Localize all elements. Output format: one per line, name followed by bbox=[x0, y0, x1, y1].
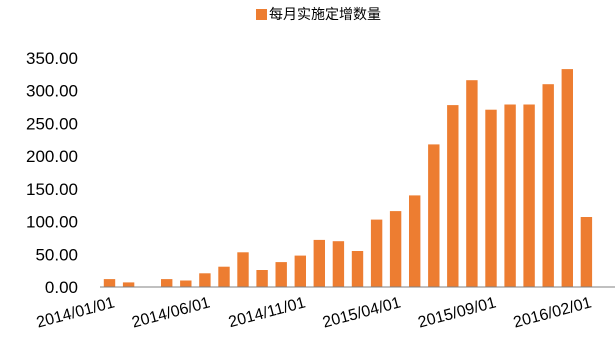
bar bbox=[332, 241, 345, 287]
bar bbox=[447, 105, 459, 287]
bar bbox=[122, 282, 135, 287]
y-tick-label: 50.00 bbox=[35, 245, 78, 264]
bar bbox=[180, 280, 192, 287]
bar bbox=[351, 251, 364, 287]
y-tick-label: 200.00 bbox=[26, 147, 78, 166]
bar bbox=[580, 217, 593, 287]
bar bbox=[504, 104, 516, 287]
y-axis: 0.00 50.00 100.00 150.00 200.00 250.00 300.00 3… bbox=[26, 49, 78, 297]
x-tick-label: 2014/06/01 bbox=[130, 294, 212, 331]
y-tick-label: 350.00 bbox=[26, 49, 78, 68]
bar bbox=[218, 266, 230, 287]
bar bbox=[523, 104, 535, 287]
bar bbox=[313, 239, 325, 287]
bar bbox=[103, 279, 116, 287]
bar bbox=[389, 211, 402, 287]
bar bbox=[466, 80, 478, 287]
x-tick-label: 2015/09/01 bbox=[416, 294, 498, 331]
y-tick-label: 0.00 bbox=[45, 278, 78, 297]
bar bbox=[237, 252, 249, 287]
bar bbox=[485, 109, 497, 287]
y-tick-label: 300.00 bbox=[26, 82, 78, 101]
x-tick-label: 2014/11/01 bbox=[227, 294, 308, 331]
y-tick-label: 100.00 bbox=[26, 213, 78, 232]
y-tick-label: 250.00 bbox=[26, 114, 78, 133]
legend-swatch bbox=[256, 9, 267, 20]
bar bbox=[542, 84, 554, 287]
x-axis: 2014/01/01 2014/06/01 2014/11/01 2015/04/01… bbox=[35, 294, 594, 331]
legend-label: 每月实施定增数量 bbox=[269, 7, 381, 23]
bar bbox=[161, 279, 173, 287]
bar bbox=[275, 262, 287, 287]
bar bbox=[370, 219, 383, 287]
bars bbox=[103, 69, 593, 287]
y-tick-label: 150.00 bbox=[26, 180, 78, 199]
bar bbox=[199, 273, 211, 287]
x-tick-label: 2016/02/01 bbox=[512, 294, 594, 331]
legend: 每月实施定增数量 bbox=[256, 7, 381, 23]
bar bbox=[409, 195, 421, 287]
bar bbox=[256, 270, 268, 287]
x-tick-label: 2014/01/01 bbox=[35, 294, 117, 331]
bar bbox=[561, 69, 573, 287]
bar bbox=[428, 144, 440, 287]
x-tick-label: 2015/04/01 bbox=[321, 294, 403, 331]
bar bbox=[294, 255, 306, 287]
